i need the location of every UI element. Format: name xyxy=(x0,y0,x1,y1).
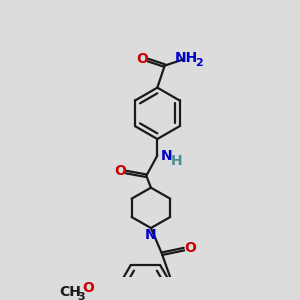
Text: NH: NH xyxy=(175,51,198,65)
Text: 3: 3 xyxy=(77,292,85,300)
Text: O: O xyxy=(82,281,94,295)
Text: H: H xyxy=(171,154,182,168)
Text: 2: 2 xyxy=(195,58,203,68)
Text: N: N xyxy=(161,149,172,164)
Text: N: N xyxy=(145,228,157,242)
Text: O: O xyxy=(136,52,148,66)
Text: CH: CH xyxy=(59,285,81,299)
Text: O: O xyxy=(184,241,196,255)
Text: O: O xyxy=(114,164,126,178)
